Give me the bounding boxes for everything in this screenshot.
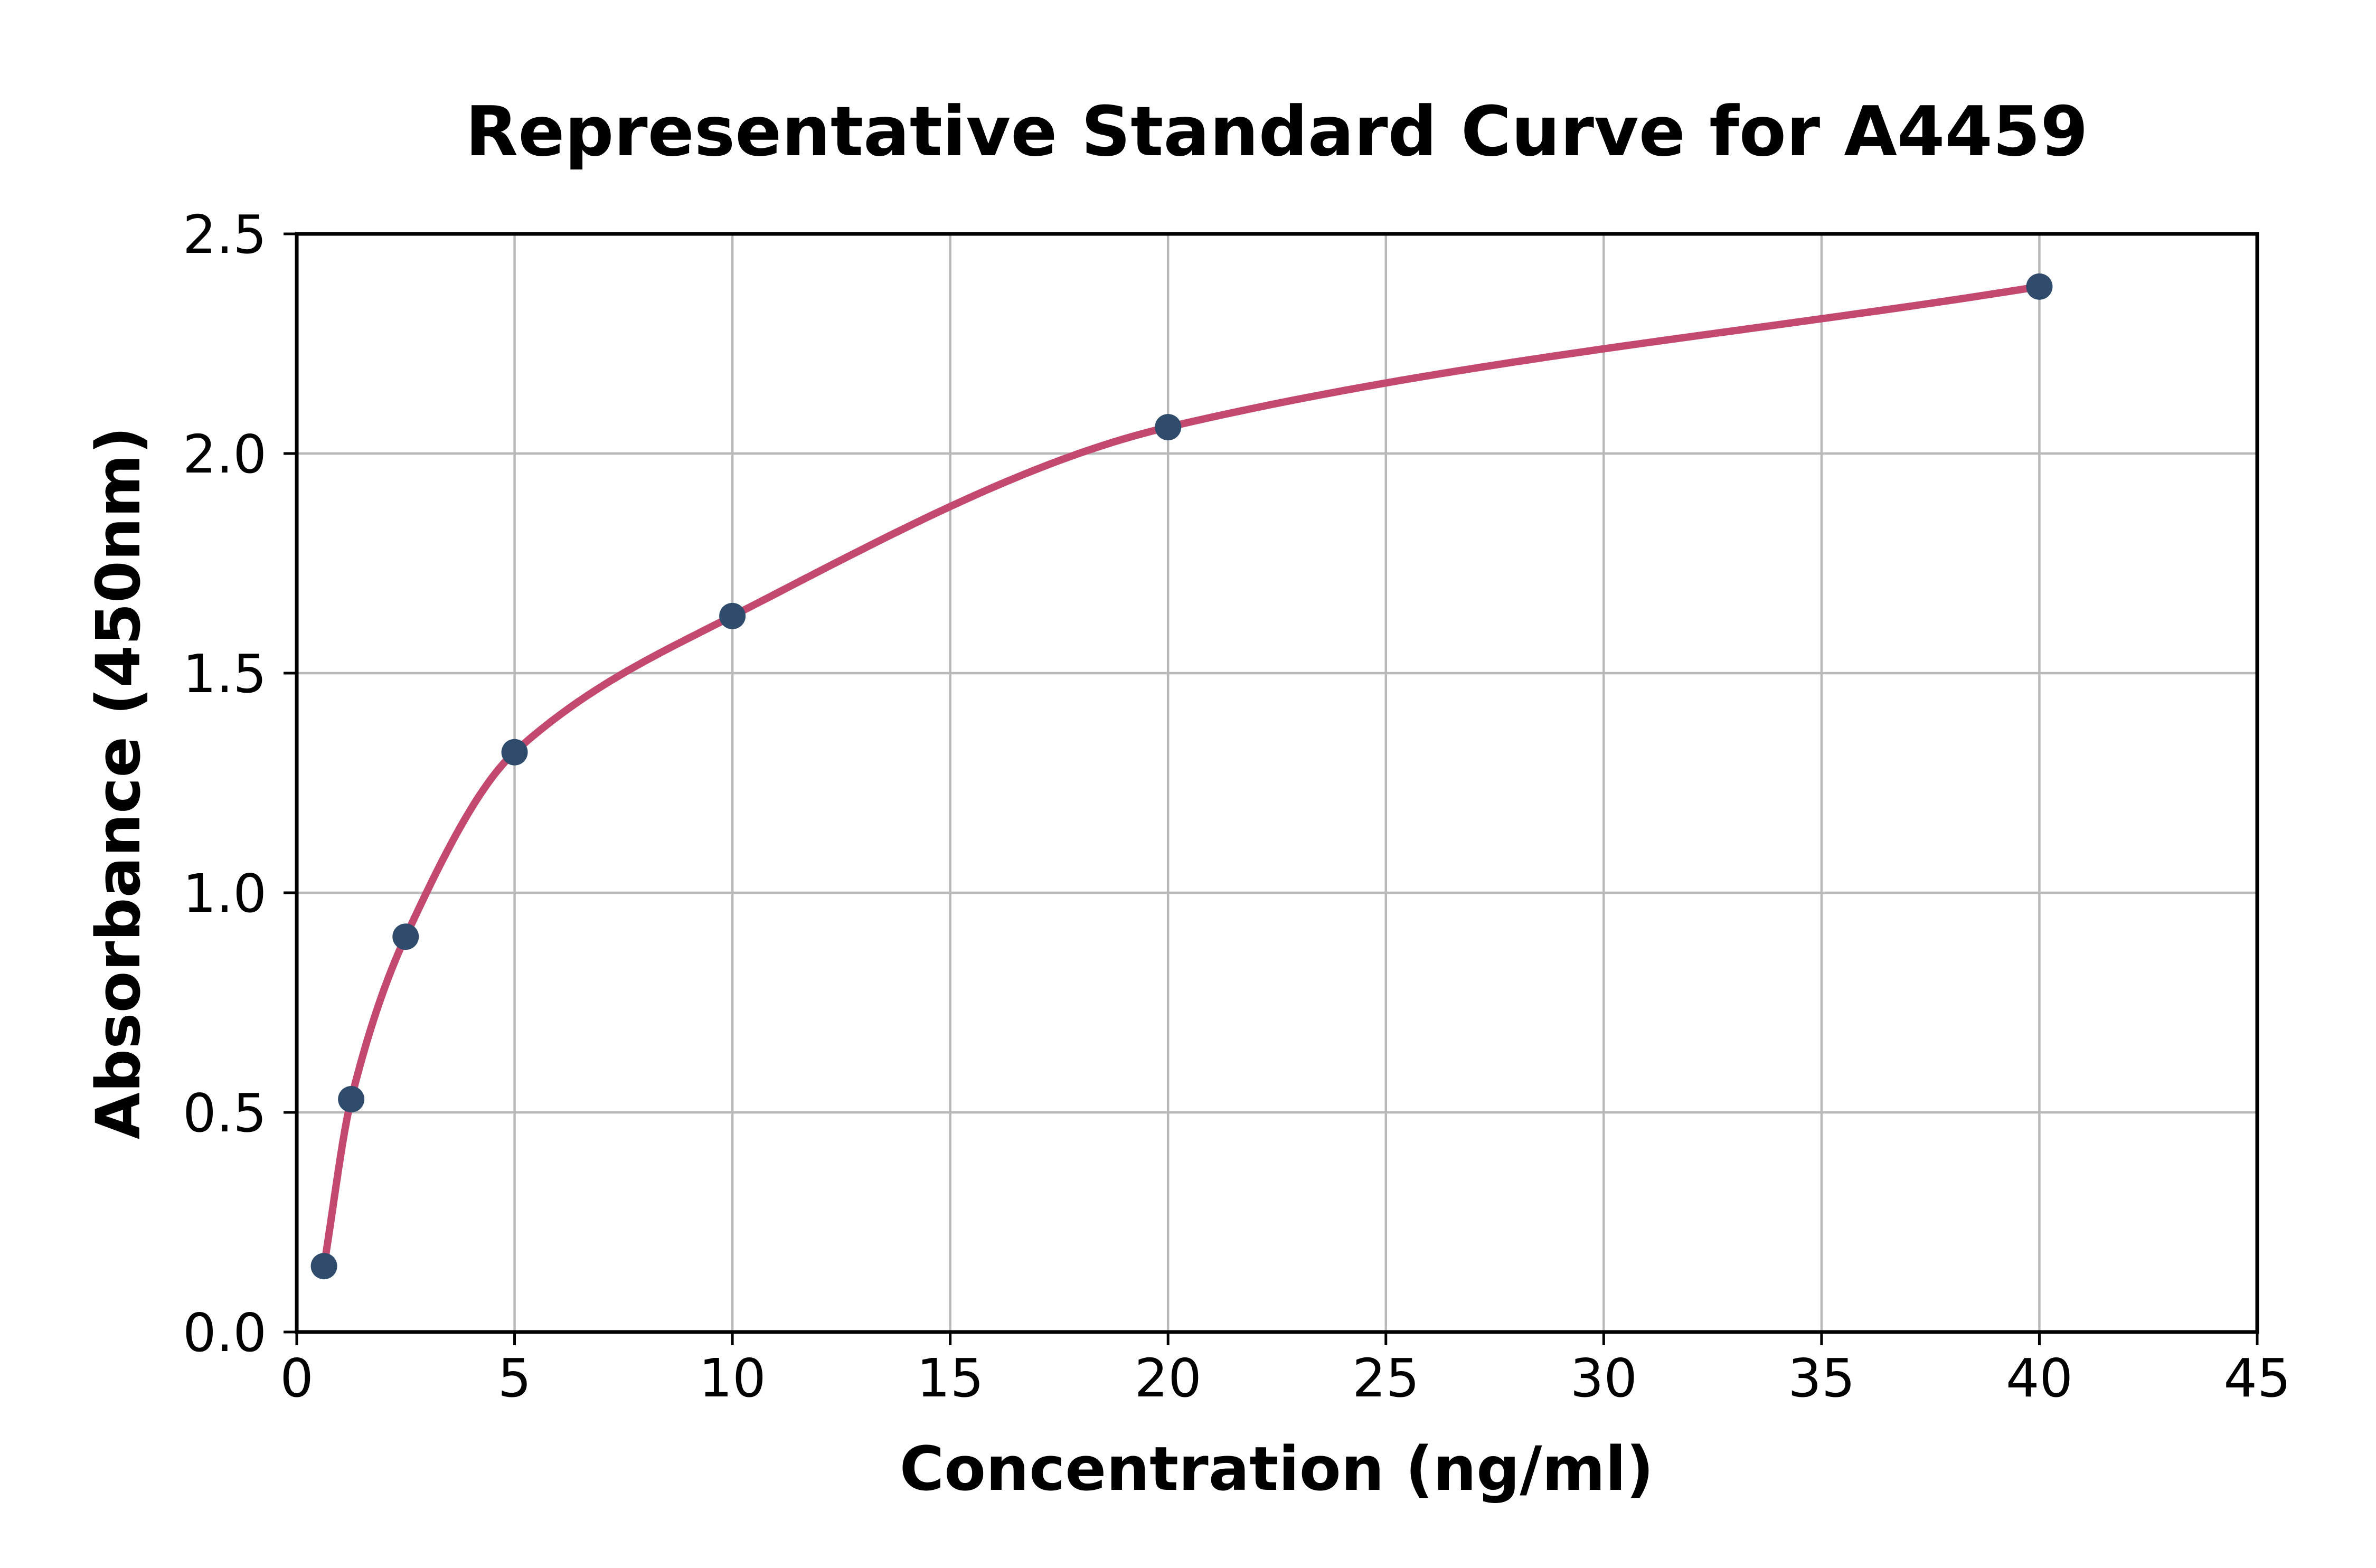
x-tick-label: 45 [2223,1347,2290,1409]
data-point [1155,414,1182,441]
chart-title: Representative Standard Curve for A4459 [465,91,2088,172]
gridlines [297,234,2257,1332]
x-tick-label: 30 [1570,1347,1637,1409]
x-tick-label: 20 [1135,1347,1202,1409]
x-axis-label: Concentration (ng/ml) [900,1434,1654,1505]
y-axis-label: Absorbance (450nm) [83,427,154,1139]
x-tick-label: 35 [1788,1347,1855,1409]
x-tick-label: 15 [917,1347,984,1409]
data-point [310,1253,337,1280]
data-point [719,602,746,629]
data-point [2026,273,2053,300]
data-points [310,273,2053,1280]
data-point [338,1086,365,1113]
y-tick-label: 1.0 [183,863,267,924]
tick-labels: 0 5 10 15 20 25 30 35 40 45 0.0 0.5 1.0 1.5 2.0 2.5 [183,204,2291,1409]
x-tick-label: 0 [280,1347,314,1409]
x-tick-label: 25 [1352,1347,1419,1409]
y-tick-label: 0.0 [183,1302,267,1364]
x-tick-label: 5 [498,1347,532,1409]
y-tick-label: 2.0 [183,423,267,485]
x-tick-label: 10 [699,1347,766,1409]
y-tick-label: 1.5 [183,643,267,705]
axis-ticks [284,232,2259,1345]
data-point [392,923,419,950]
y-tick-label: 2.5 [183,204,267,266]
y-tick-label: 0.5 [183,1082,267,1144]
x-tick-label: 40 [2006,1347,2073,1409]
plot-border [295,232,2259,1334]
data-point [501,739,528,766]
